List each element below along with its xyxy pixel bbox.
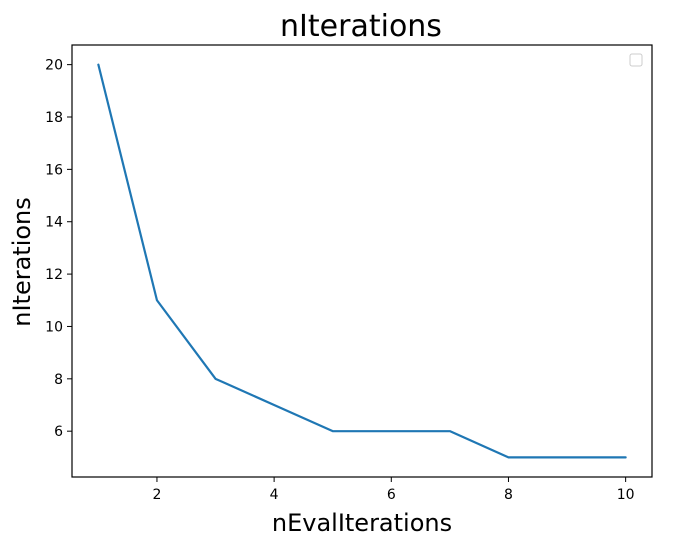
y-tick-label: 14 — [45, 215, 63, 231]
y-tick-label: 12 — [45, 267, 63, 283]
x-tick-label: 2 — [152, 487, 161, 503]
y-axis: 6 8 10 12 14 16 18 20 — [45, 58, 72, 440]
chart-title: nIterations — [280, 9, 442, 44]
legend-box — [629, 53, 643, 67]
y-tick-label: 16 — [45, 162, 63, 178]
x-tick-label: 4 — [270, 487, 279, 503]
x-tick-label: 6 — [387, 487, 396, 503]
y-tick-label: 18 — [45, 110, 63, 126]
y-axis-label: nIterations — [8, 197, 36, 327]
y-tick-label: 20 — [45, 58, 63, 74]
y-tick-label: 8 — [54, 372, 63, 388]
y-tick-label: 10 — [45, 319, 63, 335]
series-line — [97, 63, 627, 459]
y-tick-label: 6 — [54, 424, 63, 440]
plot-area — [71, 44, 653, 478]
x-tick-label: 8 — [504, 487, 513, 503]
series-layer — [97, 63, 627, 459]
x-tick-label: 10 — [617, 487, 635, 503]
x-axis: 2 4 6 8 10 — [152, 477, 635, 503]
x-axis-label: nEvalIterations — [272, 509, 452, 534]
